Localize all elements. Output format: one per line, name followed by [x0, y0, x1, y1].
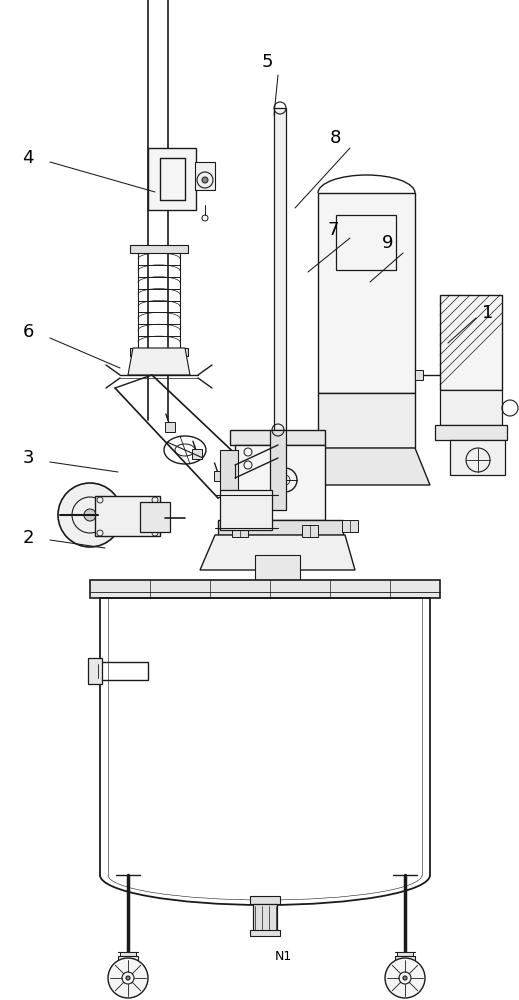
Bar	[90, 580, 440, 598]
Bar	[440, 390, 502, 425]
Bar	[255, 555, 300, 580]
Circle shape	[202, 177, 208, 183]
Circle shape	[58, 483, 122, 547]
Polygon shape	[128, 348, 190, 375]
Bar	[130, 245, 188, 253]
Circle shape	[403, 976, 407, 980]
Bar	[397, 952, 413, 958]
Bar	[232, 525, 248, 537]
Text: 9: 9	[383, 234, 394, 252]
Bar	[435, 425, 507, 440]
Bar	[415, 370, 423, 380]
Bar	[302, 525, 318, 537]
Bar	[235, 445, 325, 520]
Bar	[98, 662, 148, 680]
Text: 7: 7	[327, 221, 339, 239]
Bar	[214, 471, 224, 481]
Bar	[140, 502, 170, 532]
Bar	[274, 108, 286, 476]
Bar	[253, 904, 277, 932]
Text: 8: 8	[330, 129, 340, 147]
Circle shape	[126, 976, 130, 980]
Bar	[88, 658, 102, 684]
Bar	[440, 295, 502, 390]
Text: 4: 4	[22, 149, 34, 167]
Bar	[220, 490, 272, 530]
Bar	[118, 956, 138, 966]
Text: 6: 6	[22, 323, 34, 341]
Polygon shape	[303, 448, 430, 485]
Bar	[195, 162, 215, 190]
Bar	[166, 422, 175, 432]
Text: 5: 5	[261, 53, 273, 71]
Bar	[193, 449, 202, 459]
Text: 3: 3	[22, 449, 34, 467]
Bar	[130, 348, 188, 356]
Bar	[450, 440, 505, 475]
Text: 2: 2	[22, 529, 34, 547]
Text: N1: N1	[275, 950, 292, 964]
Bar	[250, 896, 280, 904]
Bar	[218, 520, 343, 535]
Bar	[318, 393, 415, 448]
Bar	[120, 952, 136, 958]
Bar	[220, 450, 238, 490]
Polygon shape	[200, 535, 355, 570]
Bar	[395, 956, 415, 966]
Text: 1: 1	[482, 304, 494, 322]
Bar	[342, 520, 358, 532]
Bar	[268, 470, 292, 482]
Bar	[250, 930, 280, 936]
Bar	[230, 430, 325, 445]
Circle shape	[108, 958, 148, 998]
Bar	[318, 193, 415, 393]
Circle shape	[385, 958, 425, 998]
Bar	[336, 215, 396, 270]
Circle shape	[84, 509, 96, 521]
Bar	[270, 430, 286, 510]
Bar	[148, 148, 196, 210]
Bar	[95, 496, 160, 536]
